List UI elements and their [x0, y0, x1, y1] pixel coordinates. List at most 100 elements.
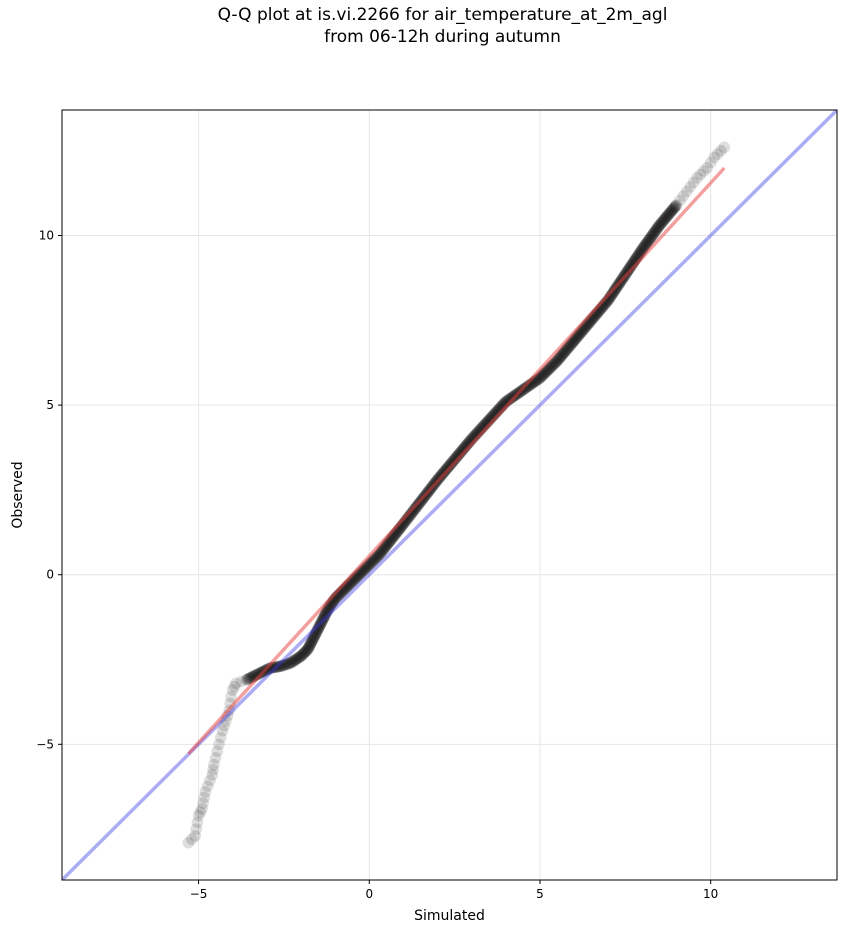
data-point — [370, 551, 383, 564]
data-point — [559, 345, 571, 358]
data-point — [662, 208, 675, 221]
data-point — [651, 222, 664, 235]
y-tick-label: 5 — [46, 398, 54, 412]
data-point — [271, 661, 283, 673]
data-point — [209, 752, 222, 764]
data-point — [189, 830, 201, 842]
data-point — [545, 360, 558, 373]
data-point — [557, 347, 570, 360]
data-point — [226, 684, 239, 696]
data-point — [623, 263, 635, 275]
data-point — [316, 614, 329, 627]
data-point — [563, 340, 576, 352]
y-tick-label: −5 — [36, 737, 54, 751]
data-point — [192, 809, 205, 822]
data-point — [376, 545, 389, 557]
data-point — [278, 659, 291, 671]
data-point — [670, 199, 683, 211]
data-point — [623, 262, 636, 275]
data-point — [378, 543, 390, 555]
data-point — [277, 659, 289, 672]
data-point — [314, 619, 326, 632]
data-point — [310, 627, 322, 640]
x-axis-label: Simulated — [414, 908, 485, 924]
data-point — [639, 238, 652, 251]
data-point — [715, 144, 727, 157]
data-point — [304, 639, 316, 652]
data-point — [290, 653, 302, 666]
data-point — [218, 719, 230, 732]
data-point — [691, 172, 703, 184]
data-point — [365, 556, 378, 569]
data-point — [554, 351, 567, 363]
data-point — [537, 369, 549, 381]
data-point — [542, 364, 554, 376]
data-point — [285, 656, 298, 669]
y-tick-label: 10 — [39, 229, 54, 243]
data-point — [649, 225, 662, 237]
data-point — [374, 547, 387, 559]
data-point — [520, 381, 532, 394]
data-point — [607, 286, 620, 298]
data-point — [310, 626, 323, 639]
data-point — [308, 631, 320, 644]
data-point — [539, 366, 552, 379]
data-point — [302, 643, 314, 656]
grid — [62, 110, 837, 880]
data-point — [562, 341, 575, 354]
data-point — [554, 351, 566, 364]
data-point — [303, 640, 316, 652]
data-point — [546, 360, 558, 372]
data-point — [668, 201, 681, 214]
data-point — [194, 806, 207, 818]
data-point — [547, 358, 560, 371]
data-point — [655, 216, 668, 229]
data-point — [302, 642, 315, 655]
data-point — [366, 555, 379, 568]
data-point — [662, 209, 674, 221]
data-point — [298, 646, 311, 659]
data-point — [297, 648, 309, 661]
data-point — [561, 343, 574, 355]
data-point — [308, 629, 321, 642]
data-point — [366, 556, 378, 568]
data-point — [196, 802, 208, 815]
data-point — [564, 338, 577, 351]
data-point — [536, 370, 548, 382]
data-point — [292, 651, 305, 664]
data-point — [543, 363, 555, 375]
data-point — [367, 554, 379, 567]
x-tick-label: 5 — [536, 887, 544, 901]
data-point — [558, 347, 570, 359]
data-point — [309, 629, 321, 641]
data-point — [273, 660, 286, 673]
data-point — [549, 357, 561, 369]
data-point — [375, 545, 388, 558]
data-point — [653, 220, 665, 232]
data-point — [670, 199, 682, 212]
data-point — [538, 367, 551, 380]
data-point — [407, 505, 420, 517]
data-point — [565, 338, 578, 350]
data-point — [228, 680, 241, 693]
data-point — [317, 613, 329, 625]
data-point — [296, 649, 309, 661]
data-point — [647, 227, 660, 240]
data-point — [556, 348, 569, 361]
data-point — [667, 202, 680, 215]
data-point — [319, 609, 331, 621]
data-point — [309, 628, 322, 640]
data-point — [312, 621, 325, 634]
data-point — [272, 660, 284, 673]
data-point — [369, 552, 382, 564]
plot-frame — [61, 109, 838, 881]
data-point — [661, 210, 674, 222]
data-point — [318, 611, 330, 624]
data-point — [300, 645, 312, 657]
data-point — [306, 635, 318, 648]
data-point — [305, 636, 318, 648]
data-point — [289, 654, 301, 666]
data-point — [444, 458, 457, 470]
data-point — [648, 226, 661, 239]
data-point — [674, 194, 686, 207]
